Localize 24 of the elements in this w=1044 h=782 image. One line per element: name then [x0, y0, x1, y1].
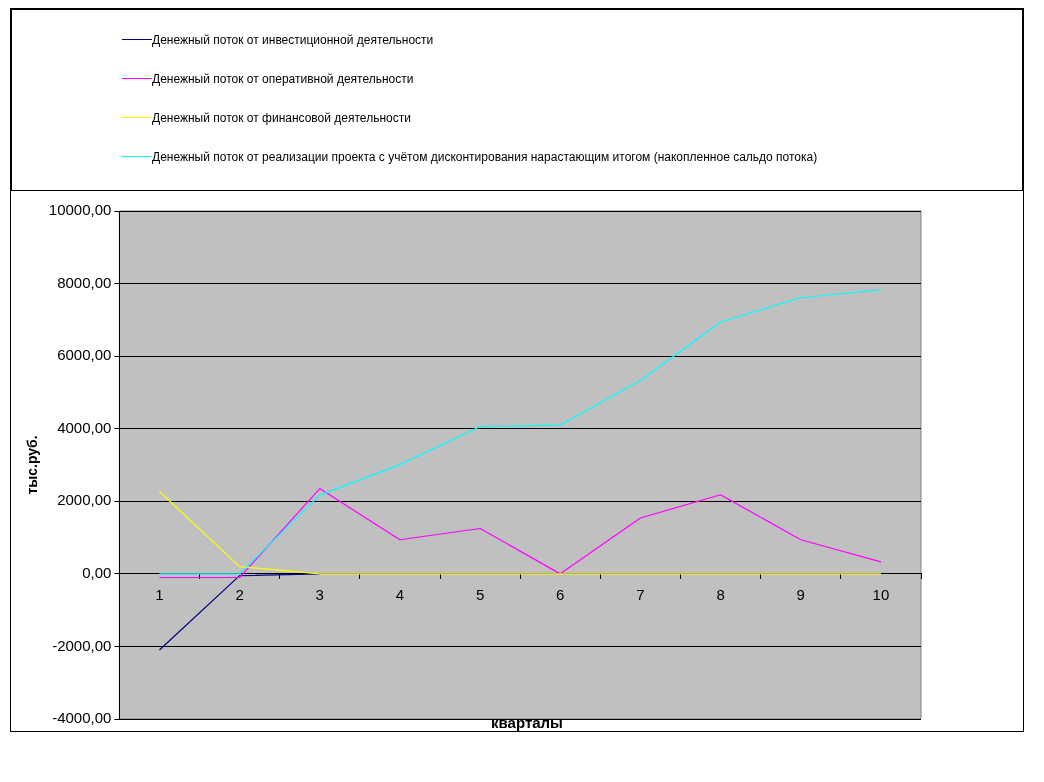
y-tick-label: 4000,00 — [57, 418, 112, 436]
y-tick-label: 6000,00 — [57, 346, 112, 364]
x-tick-label: 3 — [315, 586, 324, 603]
legend-label: Денежный поток от финансовой деятельности — [152, 110, 411, 125]
x-tick-label: 8 — [716, 586, 725, 603]
y-tick-label: -2000,00 — [52, 636, 112, 654]
x-tick-label: 2 — [235, 586, 244, 603]
x-tick-label: 4 — [395, 586, 405, 603]
x-tick-label: 6 — [556, 586, 565, 603]
legend-label: Денежный поток от реализации проекта с учётом дисконтирования нарастающим итогом (накопленное сальдо потока) — [152, 149, 818, 164]
y-tick-label: 2000,00 — [57, 491, 112, 509]
x-tick-label: 1 — [155, 586, 164, 603]
y-tick-label: 8000,00 — [57, 273, 112, 291]
y-tick-label: 0,00 — [82, 564, 112, 581]
x-tick-label: 9 — [796, 586, 805, 603]
x-tick-label: 10 — [872, 586, 890, 603]
y-tick-label: -4000,00 — [52, 709, 112, 727]
legend-label: Денежный поток от оперативной деятельности — [152, 71, 414, 86]
x-tick-label: 5 — [475, 586, 485, 603]
x-axis-title: кварталы — [491, 714, 563, 731]
legend-label: Денежный поток от инвестиционной деятельности — [152, 32, 434, 47]
y-axis-title: тыс.руб. — [24, 435, 41, 495]
y-tick-label: 10000,00 — [48, 201, 112, 219]
x-tick-label: 7 — [636, 586, 645, 603]
